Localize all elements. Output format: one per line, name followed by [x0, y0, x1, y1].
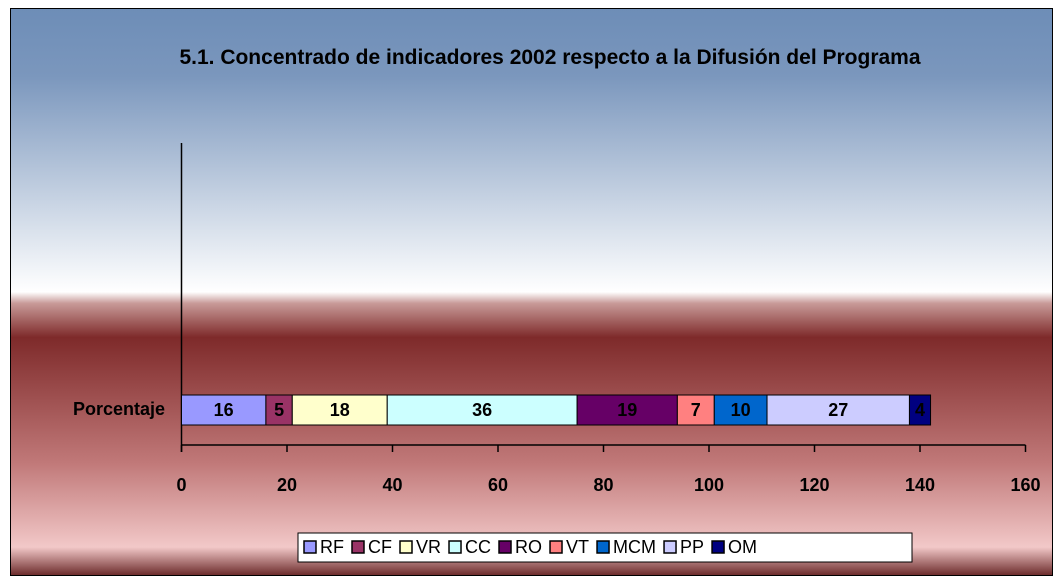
legend-label: VT [566, 537, 589, 557]
legend-swatch [448, 540, 462, 554]
legend-swatch [596, 540, 610, 554]
chart-area [10, 8, 1053, 576]
legend-swatch [303, 540, 317, 554]
data-label: 10 [731, 400, 751, 420]
x-tick-label: 20 [277, 475, 297, 495]
legend-label: VR [416, 537, 441, 557]
x-tick-label: 0 [176, 475, 186, 495]
data-label: 7 [691, 400, 701, 420]
x-tick-label: 80 [593, 475, 613, 495]
legend-label: PP [680, 537, 704, 557]
data-label: 5 [274, 400, 284, 420]
legend-label: OM [728, 537, 757, 557]
data-label: 19 [617, 400, 637, 420]
data-label: 4 [915, 400, 925, 420]
bar-segment [908, 394, 932, 426]
legend-swatch [711, 540, 725, 554]
legend-swatch [549, 540, 563, 554]
legend-swatch [399, 540, 413, 554]
chart-title: 5.1. Concentrado de indicadores 2002 res… [179, 46, 920, 69]
x-tick-label: 160 [1010, 475, 1040, 495]
legend-label: CF [368, 537, 392, 557]
legend-swatch [498, 540, 512, 554]
bar-segment [181, 394, 267, 426]
legend-label: RO [515, 537, 542, 557]
bar-segment [676, 394, 715, 426]
legend-label: MCM [613, 537, 656, 557]
legend-swatch [351, 540, 365, 554]
x-tick-label: 140 [905, 475, 935, 495]
y-tick-label: Porcentaje [73, 399, 165, 419]
data-label: 18 [330, 400, 350, 420]
data-label: 36 [472, 400, 492, 420]
bar-segment [576, 394, 678, 426]
data-label: 16 [214, 400, 234, 420]
legend-label: RF [320, 537, 344, 557]
bar-segment [291, 394, 388, 426]
bar-segment [766, 394, 910, 426]
x-tick-label: 100 [694, 475, 724, 495]
x-tick-label: 120 [799, 475, 829, 495]
data-label: 27 [828, 400, 848, 420]
bar-segment [386, 394, 578, 426]
x-tick-label: 60 [488, 475, 508, 495]
legend-swatch [663, 540, 677, 554]
legend-label: CC [465, 537, 491, 557]
x-tick-label: 40 [382, 475, 402, 495]
